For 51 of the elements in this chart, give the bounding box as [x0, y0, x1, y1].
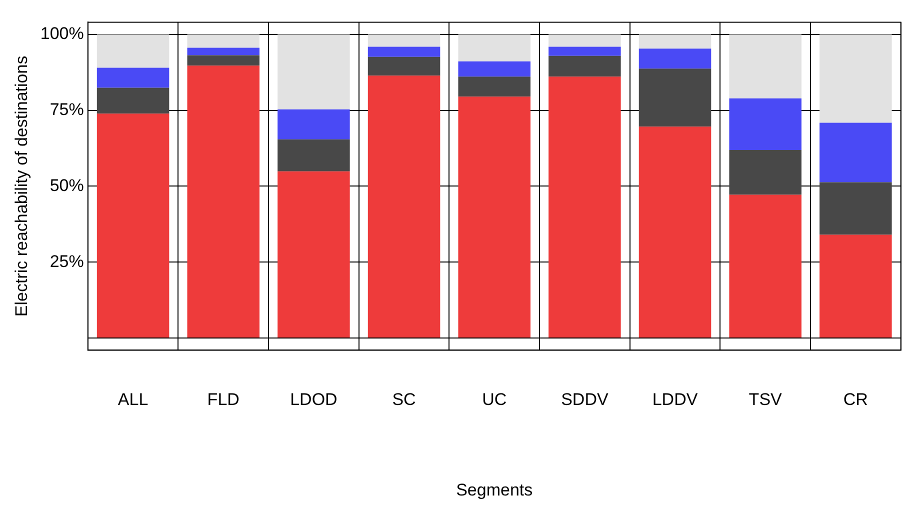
bar — [96, 68, 170, 88]
bar — [96, 114, 170, 338]
x-tick-label: TSV — [748, 390, 783, 410]
x-tick-label: SDDV — [561, 390, 609, 410]
bar — [729, 194, 802, 338]
bar — [187, 48, 260, 56]
bar — [368, 56, 440, 76]
bar — [820, 34, 892, 123]
bar — [96, 34, 170, 68]
bar — [458, 76, 530, 97]
bar — [820, 122, 892, 182]
bar — [548, 56, 621, 77]
x-tick-label: CR — [843, 390, 868, 410]
x-axis-title: Segments — [456, 480, 533, 500]
bar — [729, 98, 802, 150]
bar — [368, 76, 440, 338]
y-axis-title: Electric reachability of destinations — [12, 56, 31, 317]
x-tick-label: LDDV — [652, 390, 698, 410]
bar — [187, 55, 260, 66]
y-tick-label: 75% — [50, 100, 84, 119]
bar — [548, 76, 621, 338]
bar — [729, 34, 802, 98]
y-tick-label: 50% — [50, 176, 84, 195]
bar — [458, 96, 530, 338]
bar — [278, 34, 350, 110]
bar — [638, 126, 712, 338]
bar — [278, 139, 350, 172]
bar — [96, 88, 170, 114]
bar — [278, 171, 350, 338]
x-tick-label: UC — [482, 390, 507, 410]
bar — [638, 34, 712, 49]
bar — [187, 66, 260, 338]
bar — [729, 150, 802, 195]
bar — [820, 182, 892, 235]
x-tick-label: SC — [392, 390, 416, 410]
x-tick-label: FLD — [207, 390, 240, 410]
bar — [187, 34, 260, 48]
bar — [638, 48, 712, 69]
x-tick-label: LDOD — [290, 390, 338, 410]
bar — [458, 34, 530, 62]
bar — [458, 61, 530, 77]
x-tick-label: ALL — [118, 390, 148, 410]
bar — [278, 109, 350, 140]
bar — [368, 46, 440, 57]
y-tick-label: 100% — [40, 24, 84, 44]
bar — [548, 34, 621, 47]
bar — [638, 68, 712, 127]
bar — [548, 46, 621, 56]
y-tick-label: 25% — [50, 252, 84, 271]
bar — [820, 234, 892, 338]
bar — [368, 34, 440, 47]
